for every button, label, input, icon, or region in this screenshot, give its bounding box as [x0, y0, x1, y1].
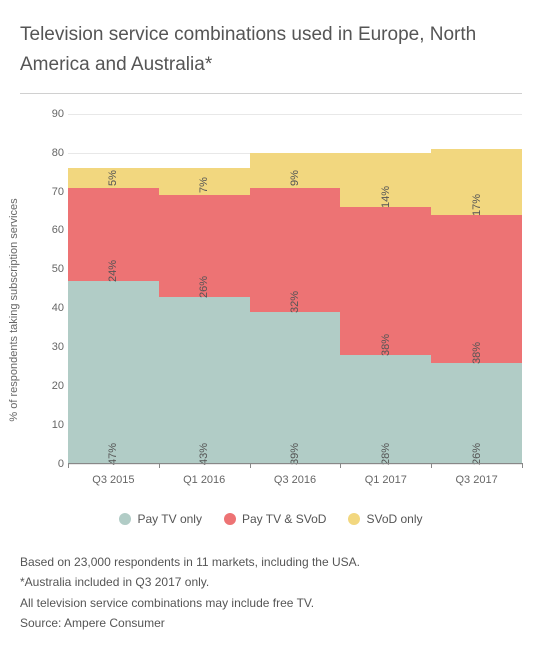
y-tick-label: 50: [48, 263, 64, 275]
y-tick-label: 70: [48, 186, 64, 198]
bar-segment: 43%: [159, 297, 250, 464]
plot-area: 47% 24% 5% 43% 26% 7% 39% 32% 9% 28% 38% 14% 26% 38% 1…: [68, 114, 522, 464]
legend-swatch: [119, 513, 131, 525]
bar-segment: 32%: [250, 188, 341, 312]
y-tick-label: 40: [48, 302, 64, 314]
legend-swatch: [224, 513, 236, 525]
legend-swatch: [348, 513, 360, 525]
bar-segment-label: 5%: [107, 170, 119, 186]
chart-container: % of respondents taking subscription ser…: [20, 114, 522, 494]
bar-segment: 38%: [340, 207, 431, 355]
x-axis-line: [68, 463, 522, 464]
footnotes: Based on 23,000 respondents in 11 market…: [20, 552, 522, 634]
bar-segment-label: 47%: [107, 443, 119, 465]
footnote-line: Based on 23,000 respondents in 11 market…: [20, 552, 522, 572]
x-tick-label: Q3 2016: [274, 474, 316, 486]
bar-segment: 26%: [431, 363, 522, 464]
x-tick-label: Q1 2016: [183, 474, 225, 486]
legend-label: SVoD only: [366, 512, 422, 526]
x-tick-label: Q1 2017: [365, 474, 407, 486]
x-tick-label: Q3 2015: [92, 474, 134, 486]
bar-segment-label: 28%: [380, 443, 392, 465]
title-divider: [20, 93, 522, 94]
footnote-line: All television service combinations may …: [20, 593, 522, 613]
bar-segment: 9%: [250, 153, 341, 188]
bar-segment: 28%: [340, 355, 431, 464]
chart-title: Television service combinations used in …: [20, 20, 522, 81]
legend: Pay TV only Pay TV & SVoD SVoD only: [20, 512, 522, 526]
bar-segment-label: 24%: [107, 260, 119, 282]
footnote-line: *Australia included in Q3 2017 only.: [20, 572, 522, 592]
bar-group: 28% 38% 14%: [340, 114, 431, 464]
bar-group: 26% 38% 17%: [431, 114, 522, 464]
legend-label: Pay TV only: [137, 512, 201, 526]
y-tick-label: 30: [48, 341, 64, 353]
y-tick-label: 80: [48, 147, 64, 159]
bar-segment-label: 39%: [289, 443, 301, 465]
bar-segment-label: 43%: [198, 443, 210, 465]
bar-segment: 24%: [68, 188, 159, 281]
y-axis-label: % of respondents taking subscription ser…: [8, 198, 20, 421]
legend-item: SVoD only: [348, 512, 422, 526]
x-tick-label: Q3 2017: [455, 474, 497, 486]
bar-segment: 39%: [250, 312, 341, 464]
y-tick-label: 90: [48, 108, 64, 120]
bar-segment: 38%: [431, 215, 522, 363]
bar-segment-label: 9%: [289, 170, 301, 186]
y-tick-label: 20: [48, 380, 64, 392]
bar-segment: 5%: [68, 168, 159, 187]
legend-item: Pay TV & SVoD: [224, 512, 327, 526]
bar-group: 47% 24% 5%: [68, 114, 159, 464]
bar-segment: 26%: [159, 195, 250, 296]
bar-group: 39% 32% 9%: [250, 114, 341, 464]
footnote-line: Source: Ampere Consumer: [20, 613, 522, 633]
bar-segment-label: 14%: [380, 186, 392, 208]
bar-group: 43% 26% 7%: [159, 114, 250, 464]
bar-segment-label: 17%: [471, 194, 483, 216]
x-tick-mark: [522, 463, 523, 468]
bar-segment-label: 26%: [198, 276, 210, 298]
bar-segment-label: 38%: [380, 334, 392, 356]
bar-segment: 14%: [340, 153, 431, 207]
y-tick-label: 10: [48, 419, 64, 431]
y-tick-label: 0: [48, 458, 64, 470]
bar-segment-label: 32%: [289, 291, 301, 313]
bar-segment-label: 7%: [198, 178, 210, 194]
bar-segment: 7%: [159, 168, 250, 195]
bar-segment: 17%: [431, 149, 522, 215]
legend-item: Pay TV only: [119, 512, 201, 526]
bar-segment-label: 38%: [471, 342, 483, 364]
y-tick-label: 60: [48, 224, 64, 236]
bar-segment-label: 26%: [471, 443, 483, 465]
legend-label: Pay TV & SVoD: [242, 512, 327, 526]
bar-segment: 47%: [68, 281, 159, 464]
